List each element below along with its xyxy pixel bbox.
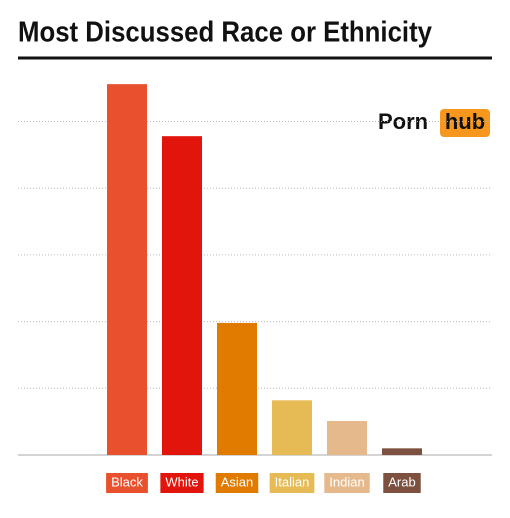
logo-text: Porn [378, 109, 428, 134]
bar [107, 84, 147, 455]
legend-box [269, 473, 315, 493]
legend-box [324, 473, 370, 493]
legend-label: Asian [221, 474, 254, 489]
legend-label: Italian [275, 474, 310, 489]
legend-label: Arab [388, 474, 415, 489]
bar [382, 448, 422, 455]
legend-box [215, 473, 259, 493]
logo-badge-box [440, 109, 490, 137]
legend-label: Black [111, 474, 143, 489]
legend-box [106, 473, 148, 493]
bar [272, 400, 312, 455]
bar [217, 322, 257, 455]
logo: Porn hub [378, 109, 490, 137]
bar [327, 420, 367, 455]
chart-title: Most Discussed Race or Ethnicity [18, 17, 432, 49]
legend-label: Indian [329, 474, 364, 489]
legend-label: White [165, 474, 198, 489]
legend-box [383, 473, 421, 493]
legend-box [160, 473, 204, 493]
bar [162, 136, 202, 455]
